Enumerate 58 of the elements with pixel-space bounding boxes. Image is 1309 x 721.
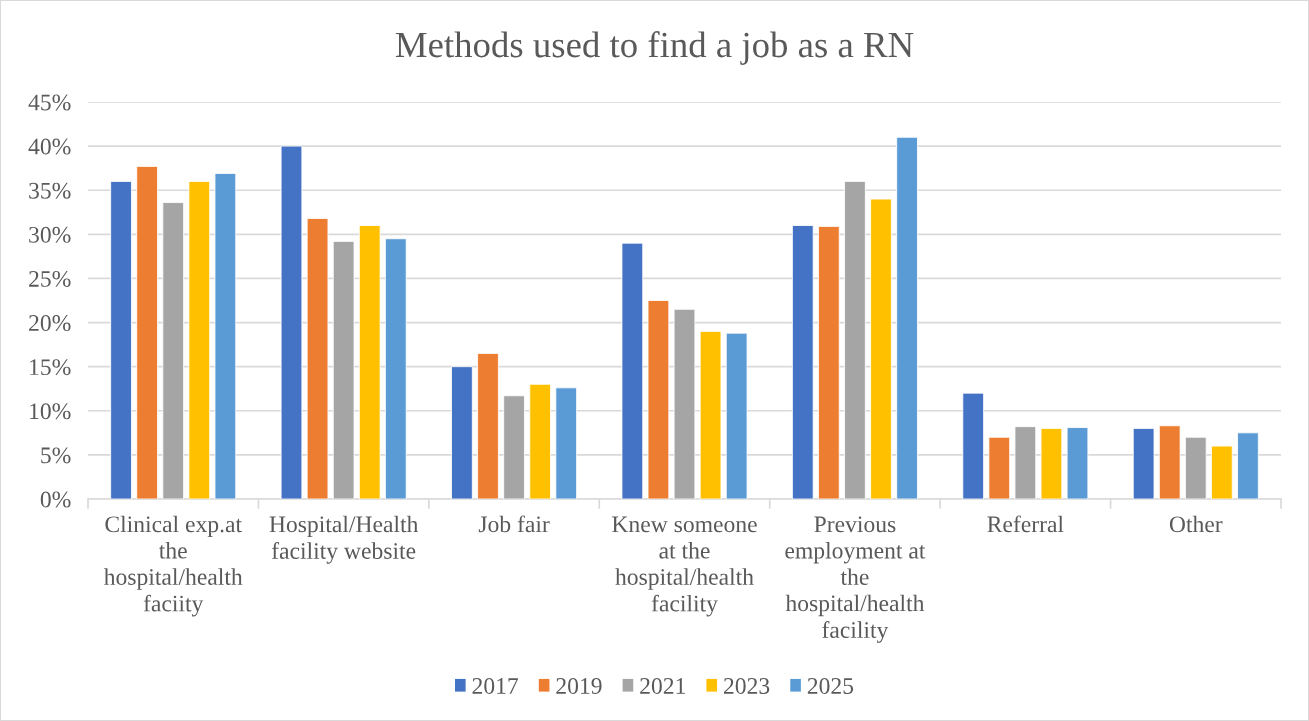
bar [529,383,551,499]
y-tick-label: 45% [28,94,71,111]
x-tick-label: Previous employment at the hospital/health facility [785,516,926,643]
bar [162,202,185,499]
y-tick-label: 20% [29,315,71,332]
bar [647,300,670,499]
legend-label: 2021 [640,677,685,694]
legend-label: 2019 [556,677,602,694]
bar [1132,428,1155,499]
bar [962,392,985,499]
legend-label: 2025 [807,677,854,694]
bar [621,242,644,499]
x-tick-label: Clinical exp.at the hospital/health faciity [103,515,243,617]
x-tick-label: Job fair [478,515,550,533]
bar [503,395,525,499]
bar [384,238,407,499]
bar [188,180,211,499]
bar [1040,428,1063,499]
bar [1014,426,1037,499]
bar [818,225,840,499]
bar [870,198,892,499]
x-tick-label: Other [1169,515,1223,533]
bar [280,145,303,499]
bar [1211,445,1233,499]
bar [136,165,158,499]
x-tick-label: Referral [987,515,1064,533]
bar [451,366,473,499]
bar [1237,432,1259,499]
bar [358,225,381,499]
y-tick-label: 10% [30,403,71,420]
bar [477,353,499,499]
y-tick-label: 25% [29,270,71,287]
bar [1184,436,1207,499]
y-tick-label: 40% [28,138,71,155]
x-tick-label: Hospital/Health facility website [269,515,419,564]
legend-label: 2017 [472,677,519,694]
y-tick-label: 5% [41,447,71,464]
y-tick-label: 0% [40,491,71,508]
x-tick-label: Knew someone at the hospital/health facility [612,516,757,617]
y-tick-label: 35% [29,182,71,199]
bar [110,180,132,499]
bar [555,387,578,499]
y-tick-label: 30% [29,226,71,243]
bar [725,332,748,499]
bar [988,436,1011,499]
chart-title: Methods used to find a job as a RN [395,31,914,65]
bar [214,173,237,499]
bar [896,136,918,499]
bar [332,240,355,499]
bar [306,218,329,499]
bar [1158,425,1181,499]
legend-label: 2023 [724,677,770,694]
bar [844,180,866,499]
bar [1066,427,1089,499]
bar [699,330,722,499]
y-tick-label: 15% [30,359,71,376]
bar [791,225,814,499]
bar [673,308,696,499]
